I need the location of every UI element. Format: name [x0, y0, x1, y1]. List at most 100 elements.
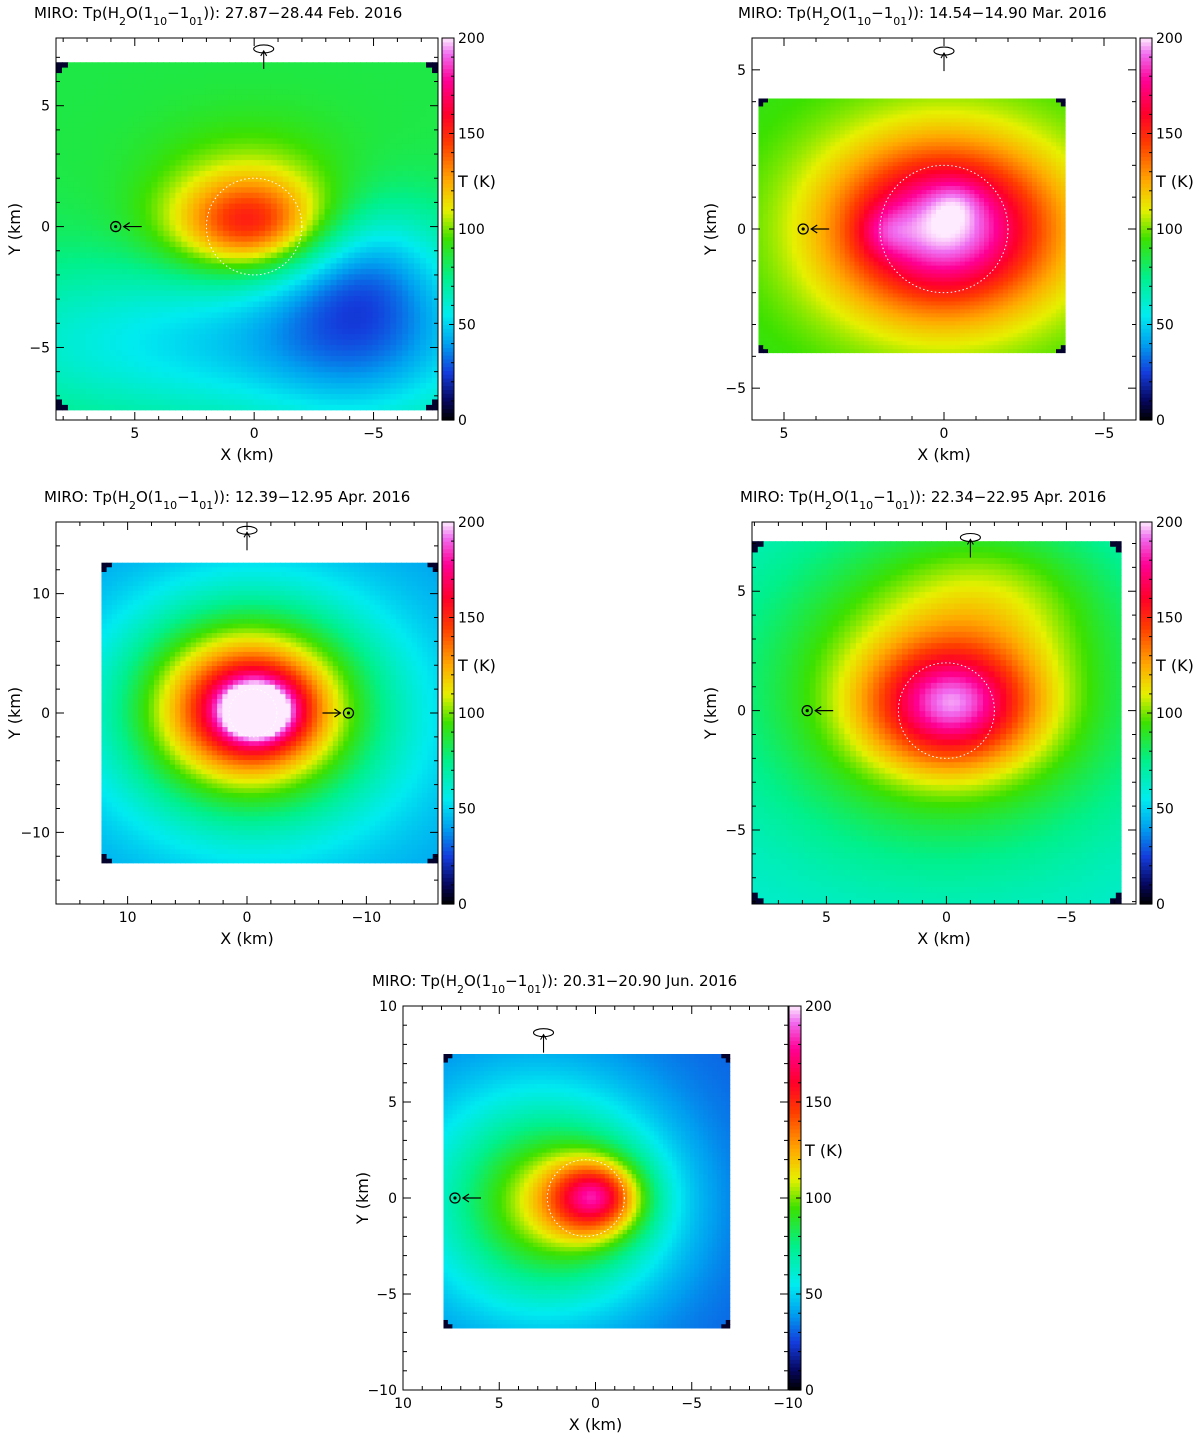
- temperature-cell: [360, 372, 367, 379]
- temperature-cell: [199, 394, 206, 401]
- temperature-cell: [1012, 122, 1019, 127]
- temperature-cell: [1022, 130, 1028, 135]
- temperature-cell: [348, 176, 356, 183]
- temperature-cell: [426, 285, 433, 292]
- temperature-cell: [402, 149, 409, 156]
- temperature-cell: [270, 377, 278, 384]
- temperature-cell: [175, 274, 182, 281]
- temperature-cell: [969, 130, 975, 135]
- temperature-cell: [378, 372, 385, 379]
- temperature-cell: [294, 377, 302, 384]
- temperature-cell: [56, 317, 63, 324]
- temperature-cell: [420, 317, 427, 324]
- temperature-cell: [127, 290, 135, 297]
- temperature-cell: [282, 170, 290, 178]
- temperature-cell: [366, 116, 373, 123]
- temperature-cell: [79, 214, 87, 221]
- temperature-cell: [103, 149, 111, 156]
- temperature-cell: [115, 377, 123, 384]
- temperature-cell: [97, 383, 105, 390]
- temperature-cell: [217, 94, 224, 101]
- temperature-cell: [378, 279, 385, 286]
- temperature-cell: [360, 100, 367, 107]
- temperature-cell: [175, 285, 182, 292]
- temperature-cell: [936, 142, 942, 147]
- temperature-cell: [235, 268, 242, 275]
- temperature-cell: [390, 230, 397, 237]
- temperature-cell: [151, 279, 159, 286]
- temperature-cell: [73, 366, 81, 373]
- temperature-cell: [787, 106, 793, 112]
- temperature-cell: [157, 312, 165, 319]
- temperature-cell: [205, 78, 212, 85]
- temperature-cell: [270, 350, 278, 357]
- temperature-cell: [79, 116, 87, 123]
- temperature-cell: [109, 209, 117, 216]
- temperature-cell: [1027, 142, 1033, 147]
- temperature-cell: [247, 247, 254, 254]
- temperature-cell: [97, 263, 105, 270]
- temperature-cell: [157, 181, 165, 188]
- temperature-cell: [133, 279, 141, 286]
- temperature-cell: [276, 258, 284, 265]
- temperature-cell: [276, 154, 284, 161]
- temperature-cell: [175, 366, 182, 373]
- temperature-cell: [121, 73, 129, 80]
- temperature-cell: [121, 132, 129, 139]
- temperature-cell: [931, 130, 937, 135]
- temperature-cell: [241, 334, 248, 341]
- temperature-cell: [844, 142, 851, 147]
- temperature-cell: [163, 138, 171, 145]
- temperature-cell: [354, 225, 362, 232]
- temperature-cell: [758, 146, 764, 151]
- temperature-cell: [264, 132, 272, 139]
- temperature-cell: [969, 114, 975, 119]
- temperature-cell: [378, 296, 385, 303]
- temperature-cell: [300, 263, 308, 270]
- temperature-cell: [145, 366, 153, 373]
- temperature-cell: [384, 306, 391, 314]
- temperature-cell: [56, 165, 63, 172]
- temperature-cell: [378, 230, 385, 237]
- temperature-cell: [211, 170, 218, 178]
- temperature-cell: [921, 102, 927, 108]
- temperature-cell: [282, 94, 290, 101]
- temperature-cell: [276, 89, 284, 96]
- temperature-cell: [384, 394, 391, 401]
- temperature-cell: [109, 345, 117, 352]
- temperature-cell: [330, 334, 338, 341]
- temperature-cell: [247, 78, 254, 85]
- temperature-cell: [1022, 142, 1028, 147]
- temperature-cell: [193, 160, 200, 167]
- temperature-cell: [396, 122, 403, 129]
- temperature-cell: [1003, 98, 1009, 104]
- temperature-cell: [763, 110, 769, 115]
- temperature-cell: [324, 263, 332, 270]
- temperature-cell: [151, 263, 159, 270]
- temperature-cell: [229, 317, 236, 324]
- temperature-cell: [294, 111, 302, 118]
- temperature-cell: [402, 328, 409, 335]
- temperature-cell: [960, 122, 966, 127]
- temperature-cell: [199, 399, 206, 406]
- temperature-cell: [312, 274, 320, 281]
- temperature-cell: [258, 350, 266, 357]
- temperature-cell: [883, 118, 889, 123]
- temperature-cell: [109, 94, 117, 101]
- temperature-cell: [115, 209, 123, 216]
- temperature-cell: [390, 317, 397, 324]
- temperature-cell: [175, 323, 182, 330]
- temperature-cell: [205, 138, 212, 145]
- temperature-cell: [300, 198, 308, 205]
- temperature-cell: [390, 116, 397, 123]
- temperature-cell: [169, 181, 176, 188]
- temperature-cell: [73, 345, 81, 352]
- temperature-cell: [121, 170, 129, 178]
- temperature-cell: [414, 94, 421, 101]
- temperature-cell: [902, 102, 908, 108]
- temperature-cell: [878, 106, 884, 112]
- temperature-cell: [324, 100, 332, 107]
- temperature-cell: [300, 383, 308, 390]
- temperature-cell: [312, 366, 320, 373]
- temperature-cell: [878, 142, 884, 147]
